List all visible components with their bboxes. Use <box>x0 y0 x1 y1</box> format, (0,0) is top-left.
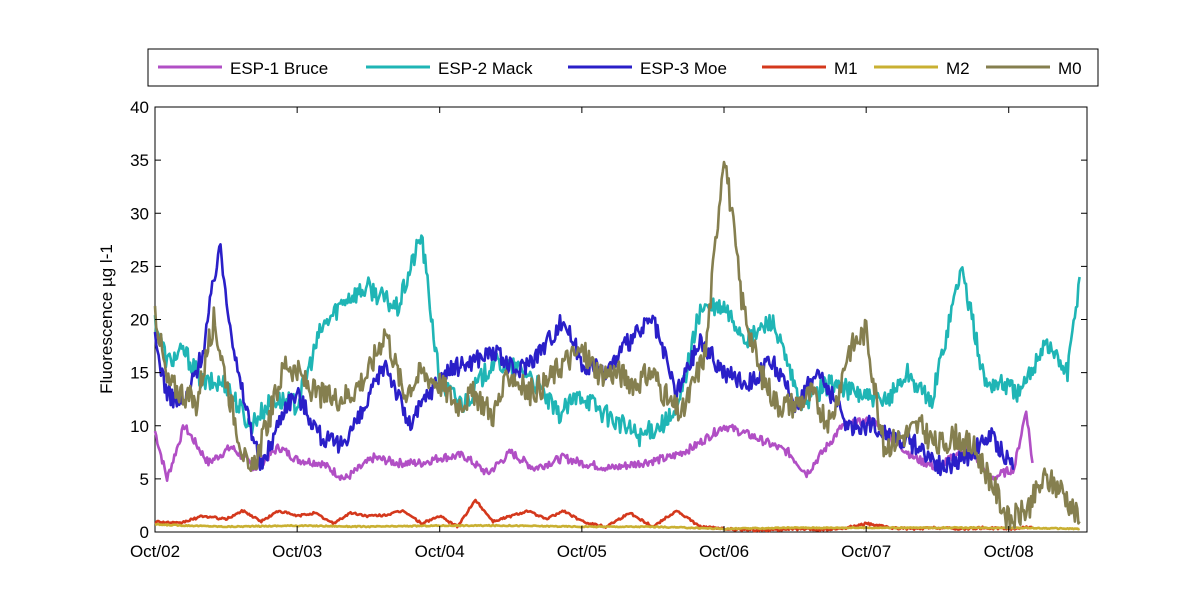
series-line-m2 <box>154 522 1081 531</box>
legend-label: M0 <box>1058 59 1082 78</box>
y-tick-label: 0 <box>140 523 149 542</box>
y-tick-label: 25 <box>130 257 149 276</box>
legend: ESP-1 Bruce ESP-2 Mack ESP-3 Moe M1 M2 M0 <box>147 48 1099 87</box>
x-tick-label: Oct/02 <box>130 542 180 561</box>
y-tick-label: 30 <box>130 204 149 223</box>
series-line-esp-2-mack <box>153 234 1081 448</box>
series-layer <box>153 160 1081 533</box>
y-axis-label: Fluorescence µg l-1 <box>97 244 116 394</box>
y-tick-label: 20 <box>130 311 149 330</box>
legend-label: ESP-1 Bruce <box>230 59 328 78</box>
x-axis: Oct/02 Oct/03 Oct/04 Oct/05 Oct/06 Oct/07 Oct/… <box>130 107 1034 561</box>
x-tick-label: Oct/07 <box>841 542 891 561</box>
legend-label: M1 <box>834 59 858 78</box>
x-tick-label: Oct/08 <box>984 542 1034 561</box>
x-tick-label: Oct/03 <box>272 542 322 561</box>
x-tick-label: Oct/04 <box>415 542 465 561</box>
x-tick-label: Oct/05 <box>557 542 607 561</box>
series-line-m0 <box>153 160 1081 530</box>
series-line-esp-3-moe <box>153 243 1015 477</box>
y-tick-label: 15 <box>130 364 149 383</box>
legend-label: M2 <box>946 59 970 78</box>
y-tick-label: 35 <box>130 151 149 170</box>
y-tick-label: 10 <box>130 417 149 436</box>
legend-label: ESP-3 Moe <box>640 59 727 78</box>
y-tick-label: 40 <box>130 98 149 117</box>
x-tick-label: Oct/06 <box>699 542 749 561</box>
y-axis: 0 5 10 15 20 25 30 35 40 <box>130 98 1087 542</box>
legend-label: ESP-2 Mack <box>438 59 533 78</box>
y-tick-label: 5 <box>140 470 149 489</box>
series-line-m1 <box>154 498 1034 533</box>
